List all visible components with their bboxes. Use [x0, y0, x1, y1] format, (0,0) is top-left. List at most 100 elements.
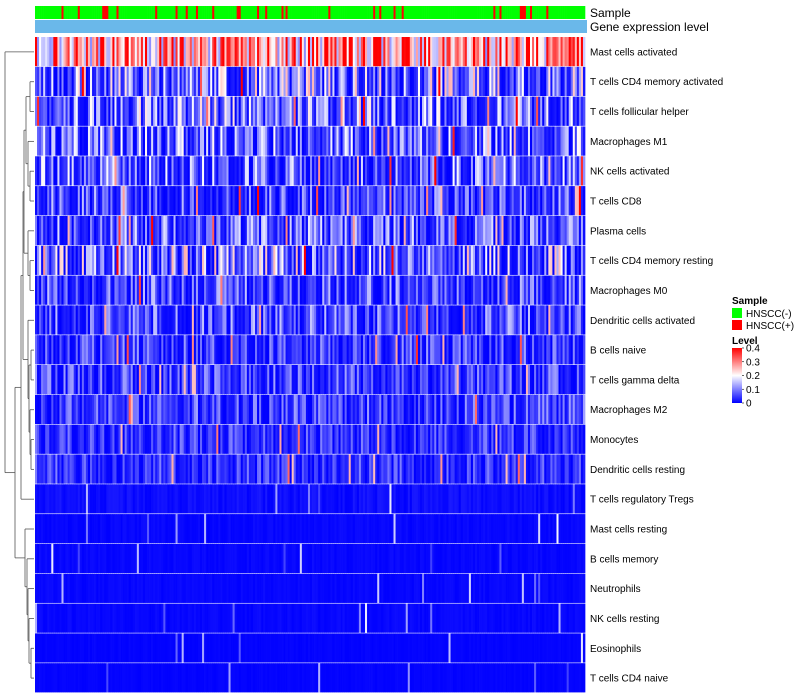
heatmap-cell — [67, 126, 70, 156]
heatmap-cell — [85, 186, 89, 216]
heatmap-cell — [189, 394, 193, 425]
heatmap-cell — [422, 365, 425, 395]
heatmap-cell — [92, 394, 95, 425]
heatmap-cell — [452, 335, 455, 365]
heatmap-cell — [558, 514, 561, 544]
heatmap-cell — [130, 126, 134, 156]
heatmap-cell — [503, 37, 506, 67]
heatmap-cell — [544, 305, 547, 335]
heatmap-cell — [226, 215, 229, 246]
heatmap-cell — [261, 215, 264, 246]
heatmap-cell — [234, 394, 238, 425]
heatmap-cell — [271, 305, 274, 335]
heatmap-cell — [460, 484, 464, 514]
heatmap-cell — [348, 156, 352, 186]
heatmap-cell — [397, 335, 400, 365]
heatmap-cell — [277, 156, 280, 186]
sample-track-cell — [212, 6, 215, 19]
heatmap-cell — [293, 454, 297, 484]
sample-track-cell — [90, 6, 93, 19]
heatmap-cell — [521, 126, 525, 156]
heatmap-cell — [55, 454, 58, 484]
heatmap-cell — [173, 215, 176, 246]
heatmap-cell — [560, 275, 563, 305]
heatmap-cell — [434, 66, 437, 97]
heatmap-cell — [481, 66, 484, 97]
heatmap-cell — [63, 335, 66, 365]
heatmap-cell — [197, 335, 201, 365]
heatmap-cell — [554, 275, 557, 305]
heatmap-cell — [279, 394, 282, 425]
heatmap-cell — [206, 514, 209, 544]
heatmap-cell — [45, 394, 48, 425]
heatmap-cell — [90, 424, 93, 454]
heatmap-cell — [566, 96, 570, 126]
heatmap-cell — [521, 66, 525, 97]
heatmap-cell — [222, 126, 225, 156]
heatmap-cell — [236, 484, 240, 514]
heatmap-cell — [177, 156, 180, 186]
heatmap-cell — [324, 156, 327, 186]
heatmap-cell — [120, 66, 123, 97]
heatmap-cell — [479, 484, 482, 514]
heatmap-cell — [261, 186, 264, 216]
heatmap-cell — [574, 305, 578, 335]
heatmap-cell — [481, 96, 484, 126]
heatmap-cell — [104, 365, 107, 395]
heatmap-cell — [222, 394, 225, 425]
heatmap-cell — [77, 186, 81, 216]
heatmap-cell — [546, 514, 549, 544]
heatmap-cell — [413, 335, 417, 365]
heatmap-cell — [505, 484, 508, 514]
heatmap-cell — [177, 275, 180, 305]
heatmap-cell — [120, 96, 123, 126]
heatmap-cell — [352, 126, 356, 156]
heatmap-cell — [472, 365, 476, 395]
heatmap-cell — [228, 514, 231, 544]
heatmap-cell — [344, 335, 348, 365]
heatmap-cell — [165, 275, 168, 305]
heatmap-cell — [41, 424, 44, 454]
heatmap-cell — [69, 66, 73, 97]
heatmap-cell — [564, 394, 568, 425]
heatmap-cell — [393, 394, 396, 425]
heatmap-cell — [403, 37, 407, 67]
heatmap-cell — [362, 66, 366, 97]
heatmap-cell — [307, 215, 311, 246]
heatmap-cell — [548, 96, 551, 126]
heatmap-cell — [369, 454, 372, 484]
heatmap-cell — [517, 305, 521, 335]
heatmap-cell — [446, 126, 449, 156]
heatmap-cell — [550, 126, 553, 156]
heatmap-cell — [570, 305, 574, 335]
heatmap-cell — [230, 335, 233, 365]
heatmap-cell — [236, 186, 240, 216]
heatmap-cell — [277, 66, 280, 97]
heatmap-cell — [220, 424, 223, 454]
heatmap-cell — [450, 186, 453, 216]
heatmap-cell — [165, 66, 168, 97]
heatmap-cell — [354, 245, 358, 275]
heatmap-cell — [116, 484, 119, 514]
heatmap-cell — [81, 484, 85, 514]
heatmap-cell — [140, 484, 144, 514]
heatmap-cell — [37, 156, 40, 186]
heatmap-cell — [43, 424, 46, 454]
heatmap-cell — [405, 156, 409, 186]
heatmap-cell — [185, 394, 189, 425]
heatmap-cell — [362, 424, 366, 454]
sample-track-cell — [387, 6, 390, 19]
sample-track-cell — [527, 6, 531, 19]
heatmap-cell — [289, 126, 293, 156]
heatmap-cell — [163, 394, 166, 425]
heatmap-cell — [564, 126, 568, 156]
heatmap-cell — [511, 126, 515, 156]
heatmap-cell — [458, 37, 462, 67]
heatmap-cell — [523, 96, 527, 126]
heatmap-cell — [552, 424, 555, 454]
heatmap-cell — [381, 186, 384, 216]
heatmap-cell — [477, 484, 480, 514]
heatmap-cell — [149, 484, 152, 514]
heatmap-cell — [96, 335, 99, 365]
heatmap-cell — [570, 454, 574, 484]
